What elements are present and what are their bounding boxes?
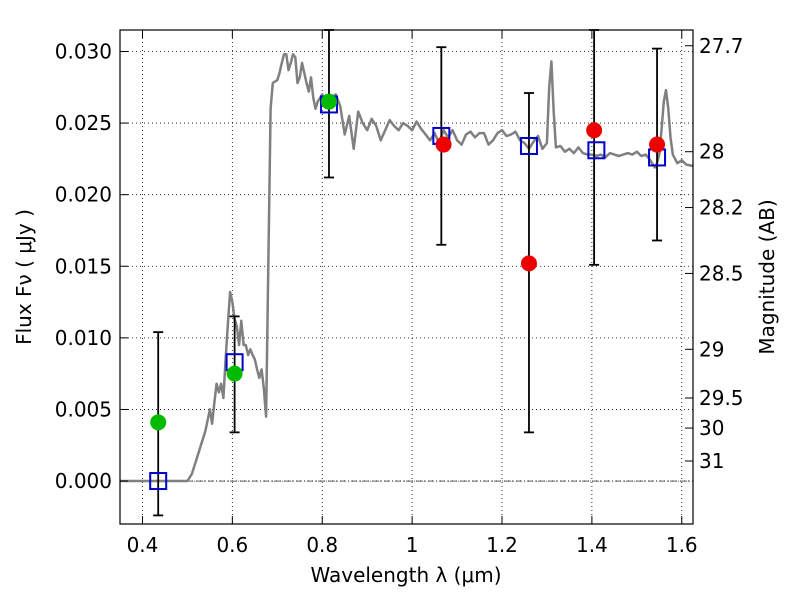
y-tick-label: 0.020 — [55, 183, 112, 207]
magnitude-tick-label: 29 — [699, 337, 724, 361]
x-axis: 0.4 0.6 0.8 1 1.2 1.4 1.6 — [127, 30, 698, 557]
magnitude-tick-label: 29.5 — [699, 386, 744, 410]
y-axis-left: 0.000 0.005 0.010 0.015 0.020 0.025 0.030 — [55, 39, 128, 493]
y-tick-label: 0.015 — [55, 254, 112, 278]
y-axis-title: Flux Fν ( μJy ) — [12, 209, 36, 345]
magnitude-tick-label: 31 — [699, 449, 724, 473]
magnitude-tick-label: 30 — [699, 416, 724, 440]
x-tick-label: 0.4 — [127, 533, 159, 557]
x-tick-label: 1 — [406, 533, 419, 557]
x-tick-label: 1.6 — [666, 533, 698, 557]
spectrum-series — [120, 53, 694, 483]
magnitude-tick-label: 28.2 — [699, 196, 744, 220]
x-tick-label: 0.8 — [306, 533, 338, 557]
magnitude-tick-label: 27.7 — [699, 34, 744, 58]
y-tick-label: 0.030 — [55, 39, 112, 63]
plot-frame — [119, 29, 694, 525]
observed-point-marker — [435, 136, 452, 153]
y2-axis-title: Magnitude (AB) — [755, 199, 779, 354]
observed-point-marker — [649, 136, 666, 153]
x-tick-label: 1.2 — [486, 533, 518, 557]
observed-point-marker — [520, 255, 537, 272]
y-tick-label: 0.025 — [55, 111, 112, 135]
y-tick-label: 0.000 — [55, 469, 112, 493]
y-axis-right-magnitude: 27.7 28 28.2 28.5 29 29.5 30 31 — [685, 34, 744, 473]
y-tick-label: 0.010 — [55, 326, 112, 350]
x-tick-label: 1.4 — [576, 533, 608, 557]
magnitude-tick-label: 28 — [699, 140, 724, 164]
observed-series — [150, 93, 666, 431]
observed-point-marker — [320, 93, 337, 110]
model-square-marker — [519, 136, 538, 155]
x-tick-label: 0.6 — [216, 533, 248, 557]
model-square-marker — [149, 472, 168, 491]
observed-point-marker — [226, 365, 243, 382]
model-square-marker — [587, 141, 606, 160]
spectrum-line — [120, 53, 694, 483]
x-axis-title: Wavelength λ (μm) — [310, 563, 501, 587]
observed-point-marker — [586, 122, 603, 139]
magnitude-tick-label: 28.5 — [699, 261, 744, 285]
y-tick-label: 0.005 — [55, 397, 112, 421]
model-photometry-series — [149, 95, 667, 491]
observed-point-marker — [150, 414, 167, 431]
